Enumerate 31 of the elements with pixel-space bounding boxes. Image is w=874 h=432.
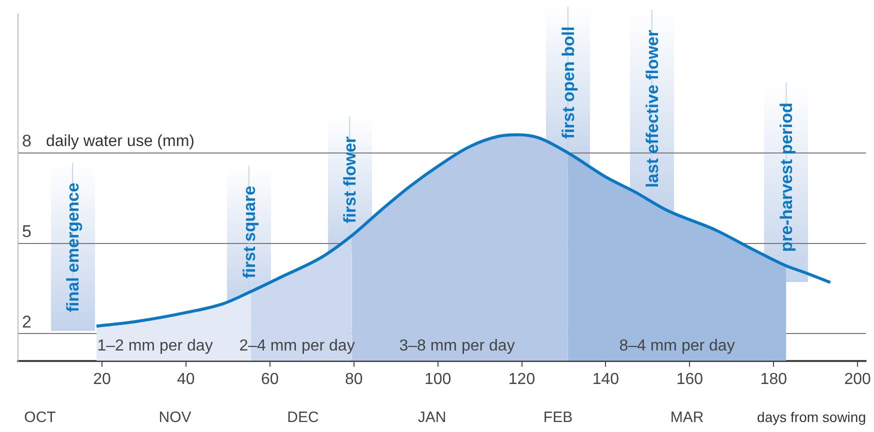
y-tick-label: 2 bbox=[22, 312, 32, 332]
text: NOV bbox=[158, 409, 192, 426]
annotation: 3–8 mm per day bbox=[399, 337, 515, 354]
x-tick-label: 80 bbox=[344, 370, 363, 388]
x-tick-label: 140 bbox=[592, 370, 620, 388]
ref-line-label: first square bbox=[240, 186, 259, 278]
y-tick-label: 5 bbox=[22, 222, 32, 241]
ref-line-label: pre-harvest period bbox=[777, 102, 796, 252]
x-tick-label: 160 bbox=[676, 370, 704, 388]
x-tick-label: 100 bbox=[424, 370, 452, 388]
x-tick-label: 60 bbox=[260, 370, 279, 388]
text: MAR bbox=[670, 409, 704, 426]
ref-line-label: first open boll bbox=[558, 26, 578, 139]
x-tick-label: 120 bbox=[508, 370, 536, 388]
annotation: 2–4 mm per day bbox=[239, 337, 355, 354]
annotation: 8–4 mm per day bbox=[619, 337, 735, 354]
x-tick-label: 200 bbox=[844, 370, 872, 388]
text: FEB bbox=[543, 409, 573, 426]
annotation: 1–2 mm per day bbox=[97, 337, 213, 354]
x-tick-label: 180 bbox=[760, 370, 788, 388]
text: DEC bbox=[287, 409, 319, 426]
y-axis-title: daily water use (mm) bbox=[46, 133, 194, 150]
text: JAN bbox=[418, 409, 446, 426]
x-axis-title: days from sowing bbox=[757, 408, 866, 425]
x-tick-label: 20 bbox=[93, 370, 111, 388]
x-tick-label: 40 bbox=[177, 370, 195, 388]
text: OCT bbox=[24, 409, 56, 426]
ref-line-label: final emergence bbox=[64, 182, 83, 312]
y-tick-label: 8 bbox=[22, 132, 32, 151]
ref-line-label: first flower bbox=[340, 136, 360, 224]
ref-line-label: last effective flower bbox=[642, 30, 662, 188]
